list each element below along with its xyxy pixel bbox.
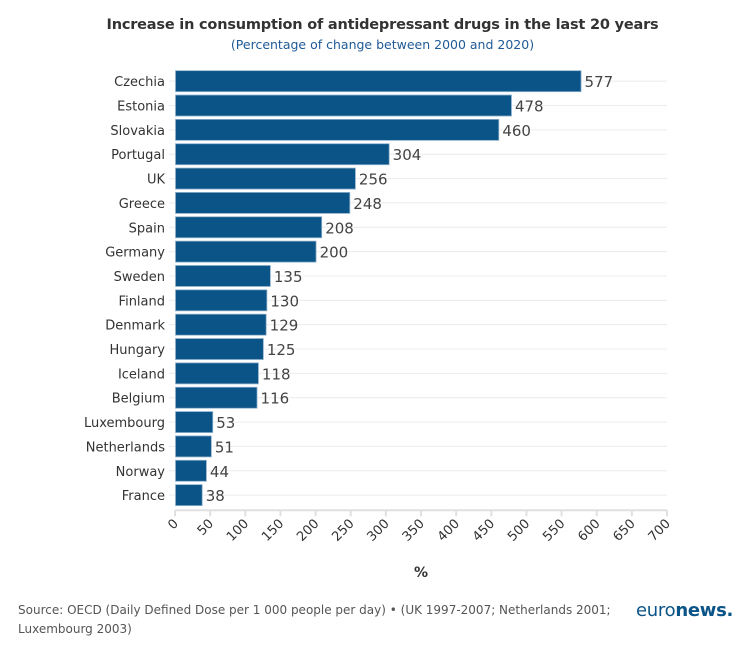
value-label: 256 [359,171,388,189]
gridlines [169,80,667,496]
bar [175,167,356,190]
bar [175,386,258,409]
value-label: 248 [353,195,382,213]
category-label: Belgium [112,392,165,407]
value-label: 304 [393,146,422,164]
bar [175,313,267,336]
x-tick-label: 100 [224,517,252,545]
x-tick-label: 400 [435,517,463,545]
value-label: 208 [325,219,354,237]
bar-chart: Czechia Estonia Slovakia Portugal UK Greece Sp… [84,70,674,581]
category-label: Germany [105,246,165,261]
bar [175,143,390,166]
category-label: Iceland [118,367,165,382]
value-label: 125 [267,341,296,359]
x-tick-label: 150 [259,517,287,545]
bar [175,70,582,93]
category-label: Denmark [105,319,165,334]
bar [175,216,323,239]
x-axis-label: % [414,565,428,581]
category-label: Sweden [114,270,165,285]
chart-title: Increase in consumption of antidepressan… [106,17,659,33]
x-tick-label: 500 [505,517,533,545]
value-label: 130 [270,292,299,310]
value-label: 44 [210,463,229,481]
bar [175,240,317,263]
bar [175,94,512,117]
bar [175,192,351,214]
x-tick-label: 0 [165,517,181,533]
logo-news: news [675,600,727,621]
x-tick-label: 350 [400,517,428,545]
x-tick-label: 250 [329,517,357,545]
logo-euro: euro [636,600,676,621]
value-label: 118 [262,365,291,383]
x-axis: 0 50 100 150 200 250 300 350 400 450 500 550 600 650 7… [165,509,674,545]
bar [175,118,500,141]
chart-subtitle: (Percentage of change between 2000 and 2… [230,37,535,52]
category-label: Portugal [111,148,165,163]
value-label: 129 [270,317,299,335]
category-label: Hungary [109,343,165,358]
category-label: Greece [119,197,165,212]
category-label: Finland [119,294,165,309]
x-tick-label: 700 [646,517,674,545]
category-label: Netherlands [86,440,165,455]
bar [175,411,214,433]
x-tick-label: 600 [575,517,603,545]
value-label: 478 [515,98,544,116]
category-label: Slovakia [110,124,165,139]
bar [175,362,259,385]
value-label: 135 [274,268,303,286]
value-label: 116 [261,390,290,408]
category-label: UK [147,173,166,188]
euronews-logo: euronews. [636,600,733,621]
bar [175,459,207,482]
value-label: 51 [215,438,234,456]
x-tick-label: 650 [611,517,639,545]
category-label: Norway [116,465,166,480]
value-label: 577 [585,73,614,91]
bar [175,265,271,287]
category-label: Spain [129,221,165,236]
bar [175,435,212,458]
category-label: Czechia [114,75,165,90]
bar [175,338,264,360]
category-labels: Czechia Estonia Slovakia Portugal UK Greece Sp… [84,75,165,504]
category-label: France [122,489,165,504]
x-tick-label: 200 [294,517,322,545]
value-label: 38 [206,487,225,505]
x-tick-label: 300 [365,517,393,545]
x-tick-label: 550 [540,517,568,545]
x-tick-label: 50 [195,517,217,539]
value-label: 53 [216,414,235,432]
source-note: Source: OECD (Daily Defined Dose per 1 0… [18,603,611,636]
bar [175,484,203,507]
category-label: Estonia [117,100,165,115]
category-label: Luxembourg [84,416,165,431]
x-tick-label: 450 [470,517,498,545]
value-label: 460 [502,122,531,140]
value-labels: 577 478 460 304 256 248 208 200 135 130 129 125 118 1… [206,73,613,505]
bars [175,70,582,507]
value-label: 200 [320,244,349,262]
logo-dot: . [726,600,734,621]
bar [175,289,268,312]
